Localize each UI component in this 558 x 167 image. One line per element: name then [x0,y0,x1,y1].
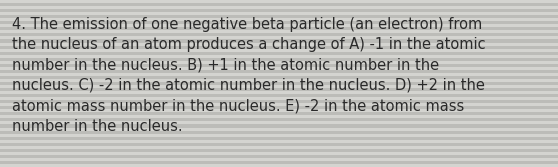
Bar [0,100,558,103]
Bar [0,121,558,124]
Bar [0,73,558,76]
Bar [0,70,558,73]
Bar [0,164,558,167]
Bar [0,64,558,67]
Bar [0,33,558,36]
Bar [0,52,558,55]
Bar [0,15,558,18]
Bar [0,91,558,94]
Bar [0,149,558,152]
Bar [0,124,558,128]
Bar [0,0,558,3]
Bar [0,115,558,118]
Bar [0,30,558,33]
Bar [0,36,558,39]
Text: 4. The emission of one negative beta particle (an electron) from
the nucleus of : 4. The emission of one negative beta par… [12,17,486,134]
Bar [0,161,558,164]
Bar [0,143,558,146]
Bar [0,9,558,12]
Bar [0,18,558,21]
Bar [0,24,558,27]
Bar [0,158,558,161]
Bar [0,106,558,109]
Bar [0,88,558,91]
Bar [0,97,558,100]
Bar [0,134,558,137]
Bar [0,85,558,88]
Bar [0,6,558,9]
Bar [0,109,558,112]
Bar [0,118,558,121]
Bar [0,152,558,155]
Bar [0,140,558,143]
Bar [0,155,558,158]
Bar [0,128,558,131]
Bar [0,12,558,15]
Bar [0,137,558,140]
Bar [0,79,558,82]
Bar [0,76,558,79]
Bar [0,131,558,134]
Bar [0,146,558,149]
Bar [0,61,558,64]
Bar [0,43,558,46]
Bar [0,103,558,106]
Bar [0,94,558,97]
Bar [0,3,558,6]
Bar [0,39,558,43]
Bar [0,49,558,52]
Bar [0,67,558,70]
Bar [0,21,558,24]
Bar [0,27,558,30]
Bar [0,58,558,61]
Bar [0,55,558,58]
Bar [0,46,558,49]
Bar [0,112,558,115]
Bar [0,82,558,85]
